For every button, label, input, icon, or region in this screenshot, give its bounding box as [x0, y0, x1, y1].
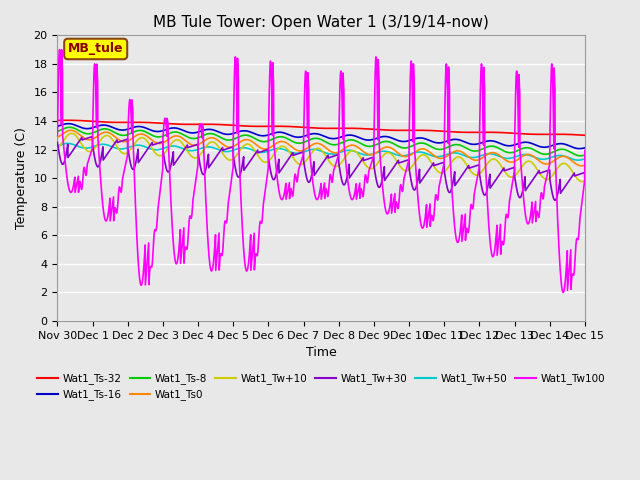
- Wat1_Tw+50: [145, 145, 153, 151]
- Wat1_Ts-32: [145, 120, 153, 125]
- Wat1_Tw+50: [514, 153, 522, 159]
- Wat1_Ts-16: [581, 145, 589, 151]
- Wat1_Ts-32: [114, 120, 122, 125]
- Wat1_Ts0: [114, 136, 122, 142]
- Wat1_Tw100: [571, 260, 579, 266]
- Line: Wat1_Ts-8: Wat1_Ts-8: [58, 127, 585, 156]
- Wat1_Ts-16: [575, 146, 583, 152]
- Wat1_Ts0: [571, 160, 579, 166]
- Wat1_Tw100: [114, 202, 122, 208]
- Wat1_Tw+50: [574, 157, 582, 163]
- Wat1_Tw+30: [581, 178, 589, 184]
- Wat1_Tw+30: [114, 140, 122, 145]
- Wat1_Ts0: [514, 156, 522, 162]
- Wat1_Ts0: [67, 128, 75, 133]
- Wat1_Tw100: [56, 47, 63, 52]
- Line: Wat1_Ts-16: Wat1_Ts-16: [58, 124, 585, 149]
- Wat1_Ts-32: [54, 118, 61, 123]
- Wat1_Tw+50: [54, 143, 61, 149]
- Wat1_Tw100: [279, 196, 287, 202]
- Wat1_Ts-8: [66, 124, 74, 130]
- Wat1_Tw+50: [64, 141, 72, 146]
- Wat1_Ts-32: [279, 123, 287, 129]
- Wat1_Ts-8: [256, 138, 264, 144]
- Wat1_Ts0: [256, 144, 264, 150]
- Wat1_Ts-8: [279, 134, 287, 140]
- Wat1_Tw+30: [571, 173, 579, 179]
- Wat1_Ts0: [54, 134, 61, 140]
- Legend: Wat1_Ts-32, Wat1_Ts-16, Wat1_Ts-8, Wat1_Ts0, Wat1_Tw+10, Wat1_Tw+30, Wat1_Tw+50,: Wat1_Ts-32, Wat1_Ts-16, Wat1_Ts-8, Wat1_…: [33, 369, 609, 405]
- Wat1_Ts-8: [577, 153, 584, 159]
- Wat1_Ts0: [578, 163, 586, 168]
- Wat1_Tw+10: [145, 141, 153, 147]
- Line: Wat1_Tw+30: Wat1_Tw+30: [58, 136, 585, 200]
- Wat1_Ts-16: [279, 130, 287, 135]
- Wat1_Tw100: [145, 278, 153, 284]
- Wat1_Tw100: [559, 289, 567, 295]
- Wat1_Ts-8: [514, 148, 522, 154]
- Wat1_Tw+10: [114, 145, 122, 151]
- Wat1_Tw+30: [256, 149, 264, 155]
- Wat1_Ts-16: [114, 127, 122, 132]
- Wat1_Tw+10: [279, 144, 287, 149]
- Wat1_Ts-32: [256, 123, 264, 129]
- Wat1_Tw100: [514, 97, 522, 103]
- Line: Wat1_Tw+50: Wat1_Tw+50: [58, 144, 585, 160]
- Wat1_Tw100: [54, 132, 61, 138]
- Wat1_Ts-16: [65, 121, 72, 127]
- Wat1_Tw+10: [581, 178, 589, 183]
- Wat1_Ts-16: [54, 123, 61, 129]
- Wat1_Tw+50: [256, 149, 264, 155]
- Wat1_Ts-8: [571, 152, 579, 157]
- Wat1_Ts-16: [256, 132, 264, 138]
- Line: Wat1_Ts-32: Wat1_Ts-32: [58, 120, 585, 135]
- Wat1_Ts-16: [514, 141, 522, 147]
- Line: Wat1_Ts0: Wat1_Ts0: [58, 131, 585, 166]
- Wat1_Ts-16: [571, 145, 579, 151]
- Wat1_Tw+30: [88, 133, 96, 139]
- Y-axis label: Temperature (C): Temperature (C): [15, 127, 28, 229]
- Wat1_Tw+10: [68, 131, 76, 136]
- Wat1_Tw+50: [279, 146, 287, 152]
- Line: Wat1_Tw100: Wat1_Tw100: [58, 49, 585, 292]
- Wat1_Tw+10: [54, 145, 61, 151]
- Wat1_Ts-8: [145, 131, 153, 136]
- Wat1_Tw+30: [54, 140, 61, 145]
- Text: MB_tule: MB_tule: [68, 42, 124, 56]
- Wat1_Ts-8: [54, 129, 61, 134]
- Wat1_Tw+30: [279, 165, 287, 170]
- X-axis label: Time: Time: [306, 346, 337, 359]
- Wat1_Tw100: [581, 147, 589, 153]
- Wat1_Tw+50: [581, 156, 589, 162]
- Wat1_Ts0: [581, 162, 589, 168]
- Wat1_Tw+30: [145, 144, 153, 150]
- Wat1_Ts-32: [62, 118, 70, 123]
- Title: MB Tule Tower: Open Water 1 (3/19/14-now): MB Tule Tower: Open Water 1 (3/19/14-now…: [153, 15, 489, 30]
- Wat1_Tw+10: [578, 179, 586, 184]
- Wat1_Ts-32: [581, 132, 589, 138]
- Wat1_Tw+10: [256, 156, 264, 161]
- Wat1_Tw+10: [571, 172, 579, 178]
- Wat1_Tw+30: [551, 197, 559, 203]
- Wat1_Ts-8: [581, 152, 589, 158]
- Wat1_Tw100: [256, 220, 264, 226]
- Wat1_Tw+30: [514, 191, 522, 197]
- Wat1_Ts0: [279, 139, 287, 144]
- Wat1_Tw+50: [571, 157, 579, 163]
- Wat1_Ts0: [145, 135, 153, 141]
- Wat1_Ts-8: [114, 131, 122, 137]
- Wat1_Tw+10: [514, 169, 522, 175]
- Wat1_Ts-16: [145, 127, 153, 132]
- Wat1_Tw+50: [114, 146, 122, 152]
- Wat1_Ts-32: [514, 131, 522, 136]
- Line: Wat1_Tw+10: Wat1_Tw+10: [58, 133, 585, 181]
- Wat1_Ts-32: [571, 132, 579, 138]
